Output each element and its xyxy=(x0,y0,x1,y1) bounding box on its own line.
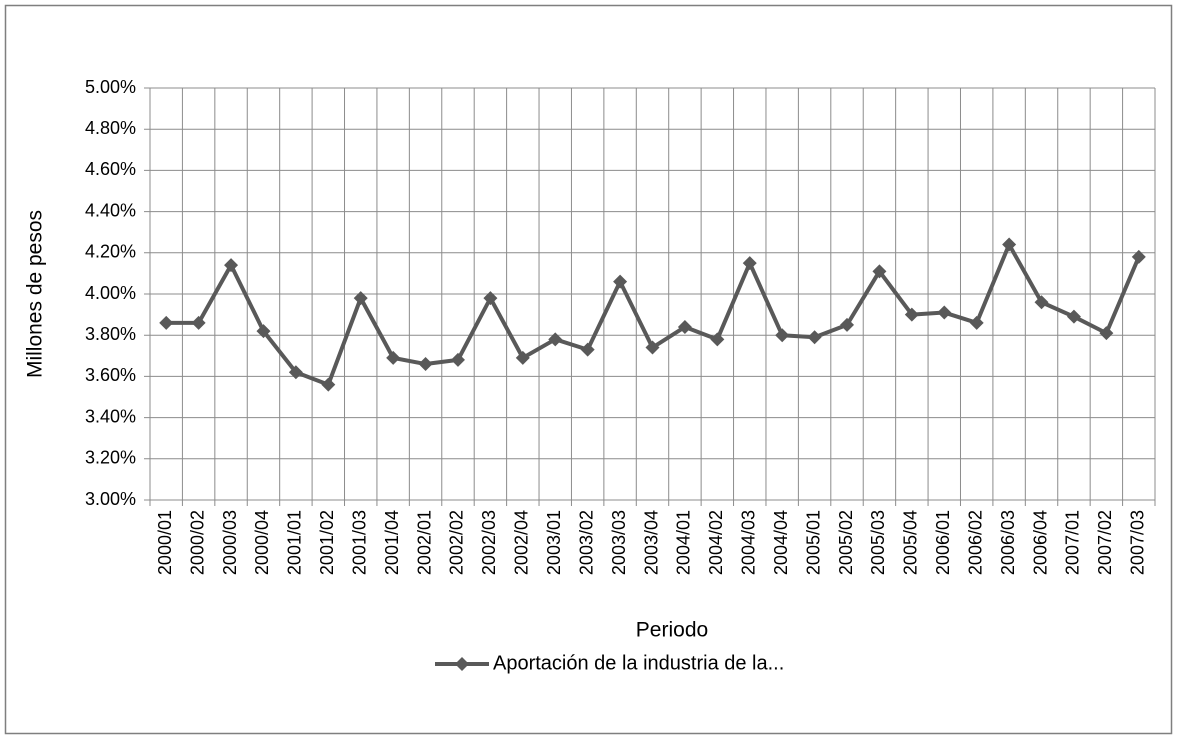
y-tick-label: 3.20% xyxy=(85,448,136,468)
x-tick-label: 2000/02 xyxy=(187,510,207,575)
point-marker xyxy=(515,350,530,365)
y-axis-label: Millones de pesos xyxy=(24,210,47,378)
x-tick-label: 2000/03 xyxy=(220,510,240,575)
x-tick-label: 2002/04 xyxy=(512,510,532,575)
x-tick-label: 2005/04 xyxy=(901,510,921,575)
point-marker xyxy=(191,315,206,330)
x-tick-label: 2000/04 xyxy=(252,510,272,575)
x-tick-label: 2006/02 xyxy=(965,510,985,575)
point-marker xyxy=(872,264,887,279)
point-marker xyxy=(677,319,692,334)
point-marker xyxy=(775,328,790,343)
point-marker xyxy=(288,365,303,380)
point-marker xyxy=(580,342,595,357)
x-tick-label: 2006/01 xyxy=(933,510,953,575)
x-tick-label: 2004/02 xyxy=(706,510,726,575)
x-tick-label: 2001/02 xyxy=(317,510,337,575)
point-marker xyxy=(321,377,336,392)
point-marker xyxy=(353,291,368,306)
point-marker xyxy=(256,324,271,339)
point-marker xyxy=(1002,237,1017,252)
point-marker xyxy=(159,315,174,330)
y-tick-label: 3.80% xyxy=(85,324,136,344)
y-tick-label: 3.00% xyxy=(85,489,136,509)
y-tick-label: 3.40% xyxy=(85,406,136,426)
legend-marker xyxy=(455,657,469,671)
point-marker xyxy=(418,357,433,372)
x-tick-label: 2002/01 xyxy=(414,510,434,575)
point-marker xyxy=(450,352,465,367)
x-tick-label: 2003/03 xyxy=(609,510,629,575)
chart-border xyxy=(4,4,1173,735)
y-tick-label: 4.40% xyxy=(85,200,136,220)
x-tick-label: 2001/04 xyxy=(382,510,402,575)
point-marker xyxy=(742,256,757,271)
x-tick-label: 2006/04 xyxy=(1030,510,1050,575)
x-tick-label: 2003/04 xyxy=(641,510,661,575)
x-tick-label: 2007/02 xyxy=(1095,510,1115,575)
point-marker xyxy=(969,315,984,330)
x-tick-label: 2004/01 xyxy=(674,510,694,575)
x-tick-label: 2006/03 xyxy=(998,510,1018,575)
point-marker xyxy=(548,332,563,347)
y-tick-label: 4.20% xyxy=(85,242,136,262)
point-marker xyxy=(386,350,401,365)
point-marker xyxy=(1066,309,1081,324)
point-marker xyxy=(1034,295,1049,310)
point-marker xyxy=(224,258,239,273)
x-tick-label: 2003/02 xyxy=(576,510,596,575)
y-tick-label: 3.60% xyxy=(85,365,136,385)
x-tick-label: 2004/04 xyxy=(771,510,791,575)
point-marker xyxy=(483,291,498,306)
x-tick-label: 2003/01 xyxy=(544,510,564,575)
point-marker xyxy=(937,305,952,320)
x-tick-label: 2005/03 xyxy=(868,510,888,575)
x-tick-label: 2002/02 xyxy=(447,510,467,575)
x-tick-label: 2004/03 xyxy=(739,510,759,575)
x-tick-label: 2001/03 xyxy=(349,510,369,575)
point-marker xyxy=(1131,249,1146,264)
x-tick-label: 2007/01 xyxy=(1063,510,1083,575)
point-marker xyxy=(840,317,855,332)
y-tick-label: 4.00% xyxy=(85,283,136,303)
x-tick-label: 2005/02 xyxy=(836,510,856,575)
x-tick-label: 2002/03 xyxy=(479,510,499,575)
x-tick-label: 2007/03 xyxy=(1128,510,1148,575)
point-marker xyxy=(807,330,822,345)
x-tick-label: 2005/01 xyxy=(803,510,823,575)
x-tick-label: 2000/01 xyxy=(155,510,175,575)
x-tick-label: 2001/01 xyxy=(285,510,305,575)
point-marker xyxy=(613,274,628,289)
y-tick-label: 4.80% xyxy=(85,118,136,138)
point-marker xyxy=(904,307,919,322)
y-tick-label: 5.00% xyxy=(85,77,136,97)
x-axis-label: Periodo xyxy=(636,619,708,642)
point-marker xyxy=(710,332,725,347)
y-tick-label: 4.60% xyxy=(85,159,136,179)
point-marker xyxy=(645,340,660,355)
legend-label: Aportación de la industria de la... xyxy=(493,652,784,674)
point-marker xyxy=(1099,326,1114,341)
